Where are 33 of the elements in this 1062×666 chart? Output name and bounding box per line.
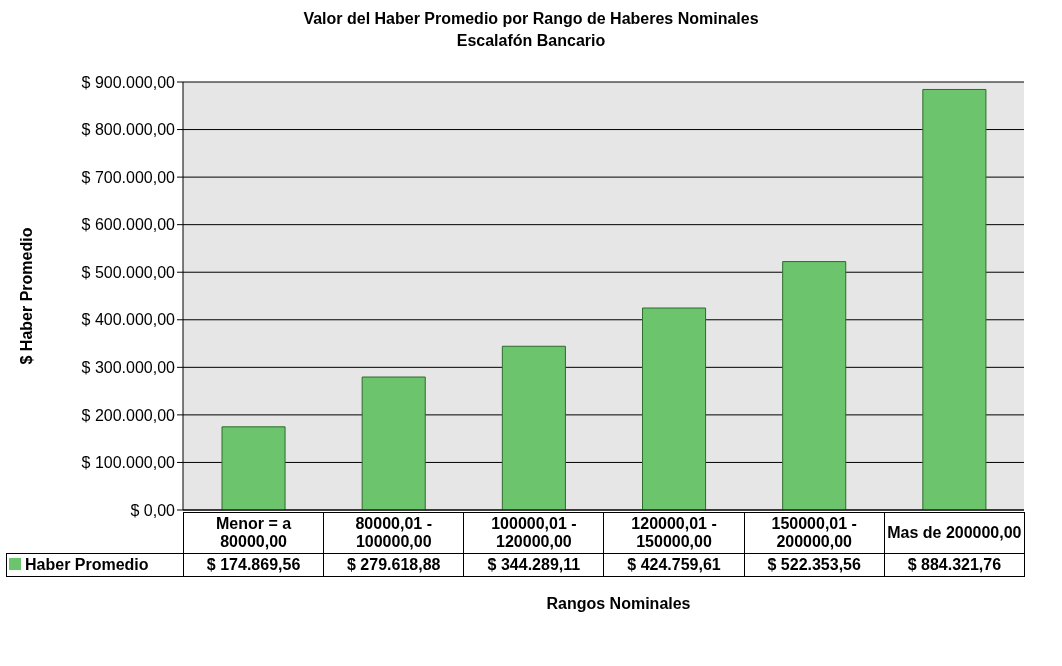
x-tick-label: 100000,01 - 120000,00: [463, 512, 604, 554]
y-axis-title: $ Haber Promedio: [17, 227, 35, 365]
chart-title: Valor del Haber Promedio por Rango de Haberes Nominales: [302, 9, 760, 29]
bar: [501, 345, 566, 510]
x-axis-title: Rangos Nominales: [545, 595, 692, 613]
data-label: $ 344.289,11: [463, 553, 604, 577]
x-tick-label: Menor = a 80000,00: [183, 512, 324, 554]
y-tick-label: $ 900.000,00: [81, 73, 176, 91]
x-tick-label: 150000,01 - 200000,00: [744, 512, 885, 554]
y-tick-label: $ 500.000,00: [81, 263, 176, 281]
data-label: $ 174.869,56: [183, 553, 324, 577]
bar: [361, 376, 426, 510]
bar: [221, 426, 286, 510]
y-tick-label: $ 300.000,00: [81, 359, 176, 377]
y-tick-label: $ 0,00: [130, 501, 176, 519]
y-tick-label: $ 700.000,00: [81, 168, 176, 186]
x-tick-label: 80000,01 - 100000,00: [323, 512, 464, 554]
y-tick-label: $ 600.000,00: [81, 216, 176, 234]
x-tick-label: 120000,01 - 150000,00: [603, 512, 745, 554]
bar: [782, 261, 847, 510]
y-tick-label: $ 100.000,00: [81, 454, 176, 472]
y-tick-label: $ 200.000,00: [81, 406, 176, 424]
bar: [922, 88, 987, 510]
data-label: $ 424.759,61: [603, 553, 745, 577]
data-label: $ 279.618,88: [323, 553, 464, 577]
y-tick-label: $ 800.000,00: [81, 121, 176, 139]
data-label: $ 522.353,56: [744, 553, 885, 577]
bar: [642, 307, 707, 510]
chart-subtitle: Escalafón Bancario: [455, 31, 607, 51]
legend-label: Haber Promedio: [6, 553, 184, 577]
y-tick-label: $ 400.000,00: [81, 311, 176, 329]
x-tick-label: Mas de 200000,00: [884, 512, 1025, 554]
data-label: $ 884.321,76: [884, 553, 1025, 577]
